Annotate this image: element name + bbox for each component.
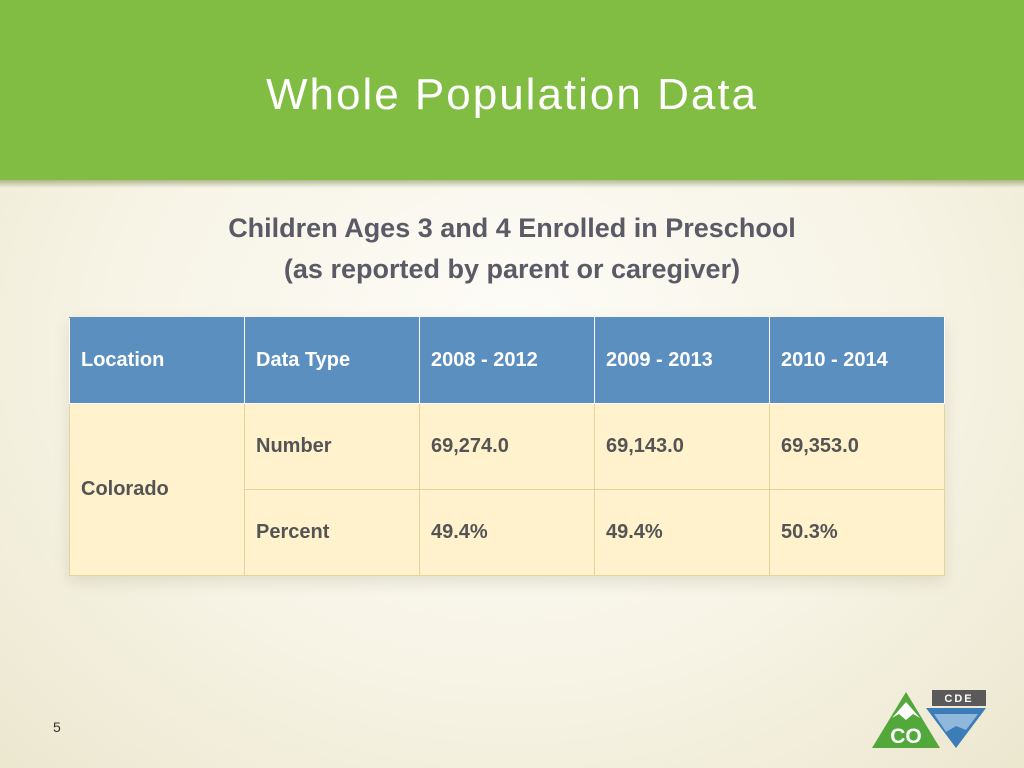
value-cell: 69,143.0 — [594, 403, 770, 490]
value-cell: 69,274.0 — [419, 403, 595, 490]
header-period-2009-2013: 2009 - 2013 — [594, 317, 770, 404]
page-number: 5 — [53, 719, 61, 735]
logo-co-text: CO — [890, 725, 922, 748]
data-type-cell: Percent — [244, 489, 420, 576]
enrollment-table: Location Data Type 2008 - 2012 2009 - 20… — [69, 317, 945, 576]
logo-cde-text: CDE — [944, 693, 973, 705]
header-data-type: Data Type — [244, 317, 420, 404]
logo-gray-band — [932, 690, 986, 706]
slide-title: Whole Population Data — [265, 70, 759, 119]
caption-line-1: Children Ages 3 and 4 Enrolled in Presch… — [228, 213, 796, 243]
location-cell: Colorado — [69, 403, 245, 576]
header-period-2008-2012: 2008 - 2012 — [419, 317, 595, 404]
data-type-cell: Number — [244, 403, 420, 490]
value-cell: 50.3% — [769, 489, 945, 576]
table-row: Percent 49.4% 49.4% 50.3% — [70, 489, 945, 576]
value-cell: 49.4% — [419, 489, 595, 576]
star-burst-icon — [934, 714, 978, 732]
banner-shadow — [0, 180, 1024, 188]
table-caption: Children Ages 3 and 4 Enrolled in Presch… — [0, 208, 1024, 290]
value-cell: 49.4% — [594, 489, 770, 576]
value-cell: 69,353.0 — [769, 403, 945, 490]
cde-logo: CO CDE — [872, 690, 986, 748]
table-row: Colorado Number 69,274.0 69,143.0 69,353… — [69, 403, 945, 576]
table-header-row: Location Data Type 2008 - 2012 2009 - 20… — [69, 317, 945, 404]
mountain-icon — [892, 702, 920, 720]
header-period-2010-2014: 2010 - 2014 — [769, 317, 945, 404]
header-location: Location — [69, 317, 245, 404]
title-banner — [0, 0, 1024, 180]
caption-line-2: (as reported by parent or caregiver) — [283, 254, 741, 284]
